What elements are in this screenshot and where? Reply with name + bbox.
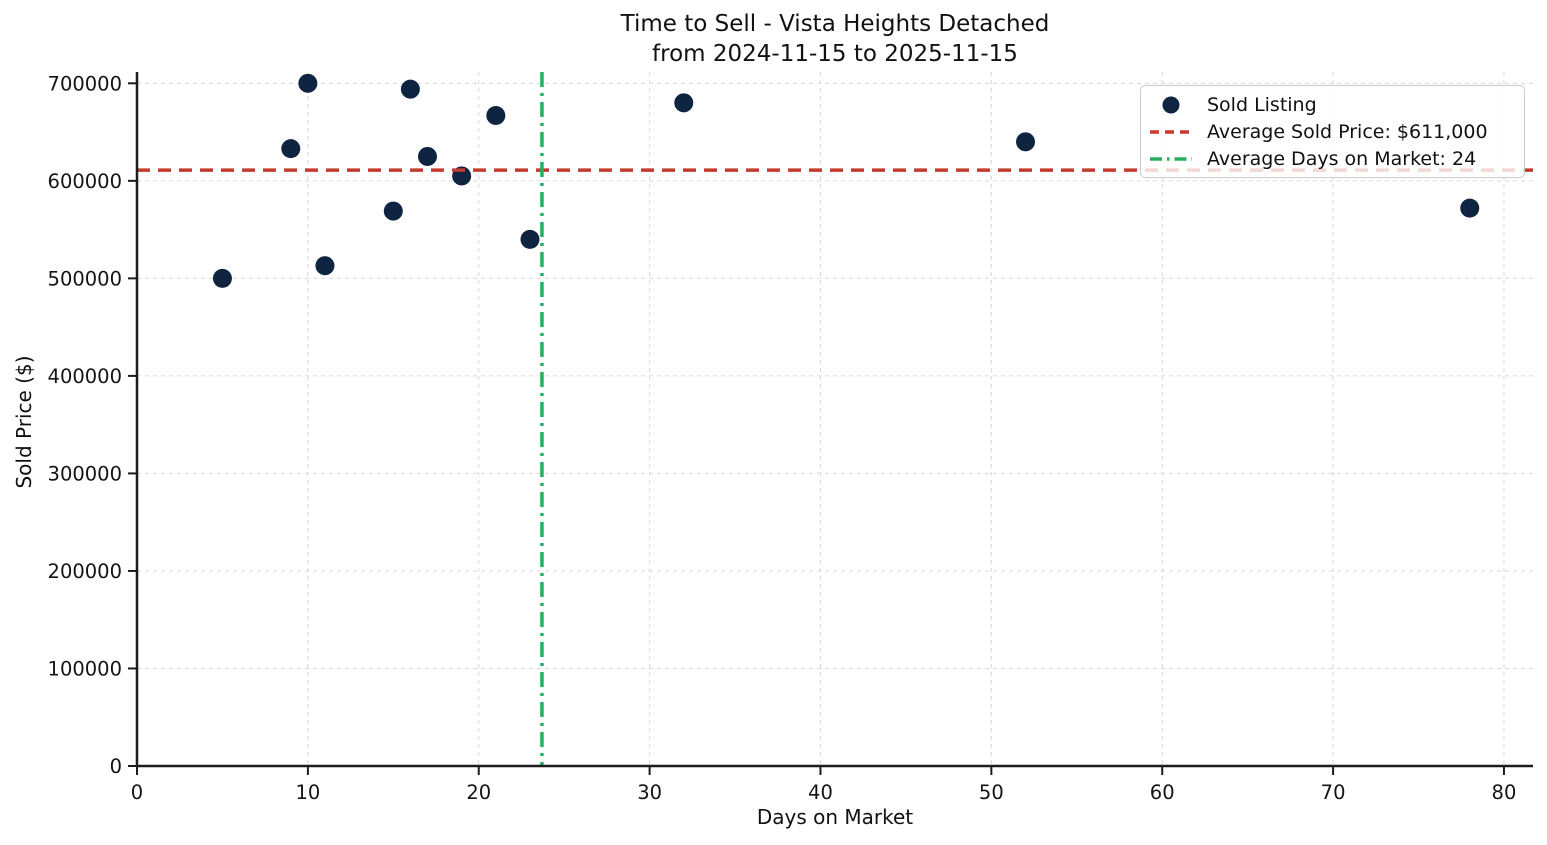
- scatter-point: [1460, 198, 1480, 218]
- x-tick-label: 0: [131, 781, 143, 804]
- dashdot-line-marker-icon: [1150, 156, 1192, 161]
- dot-marker-icon: [1162, 96, 1180, 113]
- dashed-line-marker-icon: [1150, 129, 1192, 134]
- y-tick-label: 100000: [48, 657, 122, 680]
- legend: Sold Listing Average Sold Price: $611,00…: [1140, 85, 1525, 178]
- y-tick-label: 500000: [48, 267, 122, 290]
- y-tick-label: 300000: [48, 462, 122, 485]
- y-tick-label: 600000: [48, 170, 122, 193]
- scatter-point: [281, 139, 301, 159]
- y-tick-label: 400000: [48, 365, 122, 388]
- y-tick-label: 200000: [48, 560, 122, 583]
- x-tick-label: 70: [1321, 781, 1346, 804]
- legend-item-average-sold-price: Average Sold Price: $611,000: [1149, 120, 1514, 144]
- scatter-point: [400, 79, 420, 99]
- y-axis-label: Sold Price ($): [12, 355, 36, 489]
- chart-title-line2: from 2024-11-15 to 2025-11-15: [652, 41, 1018, 67]
- x-axis-label: Days on Market: [756, 805, 914, 829]
- legend-label: Sold Listing: [1207, 93, 1317, 116]
- x-tick-label: 30: [637, 781, 662, 804]
- x-tick-label: 60: [1150, 781, 1175, 804]
- scatter-point: [486, 105, 506, 125]
- legend-label: Average Sold Price: $611,000: [1207, 120, 1488, 143]
- scatter-point: [383, 201, 403, 221]
- scatter-point: [674, 93, 694, 113]
- chart-title-line1: Time to Sell - Vista Heights Detached: [620, 11, 1050, 37]
- x-tick-label: 80: [1492, 781, 1517, 804]
- legend-item-sold-listing: Sold Listing: [1149, 93, 1514, 117]
- scatter-point: [1016, 132, 1036, 152]
- chart-title: Time to Sell - Vista Heights Detached fr…: [137, 9, 1533, 69]
- x-tick-label: 40: [808, 781, 833, 804]
- scatter-point: [315, 256, 335, 276]
- x-tick-label: 50: [979, 781, 1004, 804]
- x-tick-label: 20: [466, 781, 491, 804]
- scatter-point: [417, 146, 437, 166]
- scatter-point: [520, 229, 540, 249]
- x-tick-label: 10: [295, 781, 320, 804]
- y-tick-label: 0: [110, 755, 122, 778]
- legend-item-average-days-on-market: Average Days on Market: 24: [1149, 147, 1514, 171]
- legend-label: Average Days on Market: 24: [1207, 147, 1477, 170]
- scatter-point: [212, 268, 232, 288]
- scatter-point: [298, 73, 318, 93]
- y-tick-label: 700000: [48, 72, 122, 95]
